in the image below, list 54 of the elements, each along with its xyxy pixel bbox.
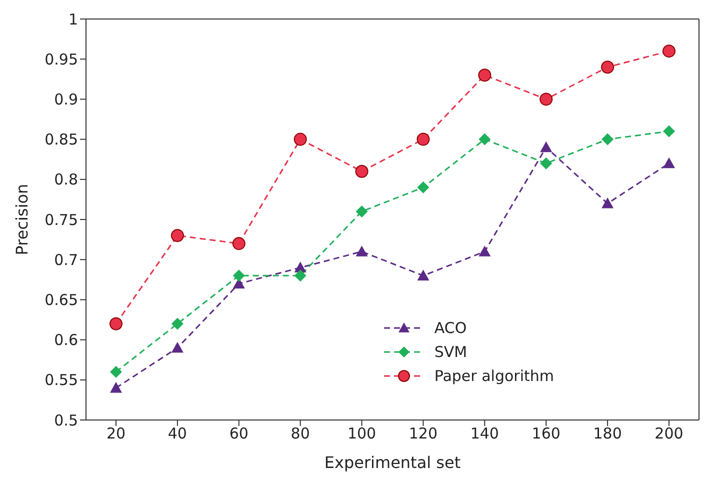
point bbox=[663, 157, 675, 168]
point bbox=[663, 125, 675, 138]
point bbox=[602, 133, 614, 146]
point bbox=[417, 181, 430, 194]
x-tick-label: 120 bbox=[408, 424, 438, 443]
legend-label: ACO bbox=[434, 319, 467, 337]
x-axis-title: Experimental set bbox=[324, 453, 461, 472]
point bbox=[171, 342, 184, 353]
y-tick-label: 0.75 bbox=[44, 210, 78, 229]
y-tick-label: 0.8 bbox=[54, 170, 78, 189]
point bbox=[356, 205, 368, 218]
point bbox=[478, 133, 491, 146]
point bbox=[110, 366, 122, 378]
point bbox=[540, 157, 552, 170]
x-tick-label: 40 bbox=[168, 424, 187, 443]
point bbox=[171, 318, 184, 330]
y-tick-label: 0.85 bbox=[44, 130, 78, 149]
point bbox=[294, 132, 307, 146]
y-tick-label: 0.95 bbox=[44, 50, 78, 68]
x-tick-label: 100 bbox=[347, 424, 376, 443]
point bbox=[417, 270, 430, 280]
x-tick-label: 60 bbox=[229, 424, 248, 443]
point bbox=[355, 164, 368, 178]
x-tick-label: 140 bbox=[470, 424, 499, 443]
y-tick-label: 0.7 bbox=[54, 250, 78, 269]
point bbox=[540, 92, 553, 106]
y-tick-label: 0.6 bbox=[54, 331, 78, 350]
legend-label: Paper algorithm bbox=[434, 367, 554, 385]
point bbox=[170, 229, 184, 242]
point bbox=[110, 317, 122, 330]
point bbox=[662, 44, 676, 58]
point bbox=[294, 270, 306, 282]
point bbox=[416, 132, 430, 146]
y-tick-label: 0.65 bbox=[44, 291, 78, 310]
x-tick-label: 200 bbox=[654, 424, 684, 443]
x-tick-label: 80 bbox=[290, 424, 310, 443]
point bbox=[602, 197, 614, 208]
y-tick-label: 0.55 bbox=[44, 371, 78, 390]
point bbox=[540, 141, 552, 152]
x-tick-label: 160 bbox=[532, 424, 560, 443]
y-tick-label: 1 bbox=[68, 10, 78, 28]
point bbox=[478, 246, 491, 256]
y-tick-label: 0.9 bbox=[54, 90, 78, 109]
legend-label: SVM bbox=[434, 343, 468, 361]
point bbox=[478, 68, 492, 82]
x-tick-label: 180 bbox=[593, 424, 622, 443]
y-axis-title: Precision bbox=[12, 184, 32, 256]
point bbox=[110, 382, 122, 393]
y-tick-label: 0.5 bbox=[54, 411, 78, 430]
point bbox=[232, 237, 246, 250]
point bbox=[232, 270, 245, 282]
x-tick-label: 20 bbox=[106, 424, 126, 443]
point bbox=[356, 246, 368, 256]
point bbox=[601, 60, 614, 74]
